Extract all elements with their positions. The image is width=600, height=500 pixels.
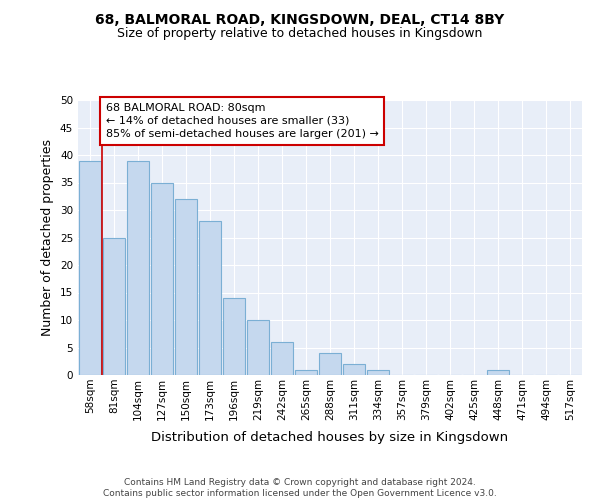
Bar: [271, 342, 293, 375]
X-axis label: Distribution of detached houses by size in Kingsdown: Distribution of detached houses by size …: [151, 431, 509, 444]
Bar: [199, 221, 221, 375]
Bar: [487, 370, 509, 375]
Bar: [127, 160, 149, 375]
Bar: [223, 298, 245, 375]
Text: Contains HM Land Registry data © Crown copyright and database right 2024.
Contai: Contains HM Land Registry data © Crown c…: [103, 478, 497, 498]
Bar: [247, 320, 269, 375]
Bar: [151, 182, 173, 375]
Text: Size of property relative to detached houses in Kingsdown: Size of property relative to detached ho…: [118, 28, 482, 40]
Bar: [343, 364, 365, 375]
Y-axis label: Number of detached properties: Number of detached properties: [41, 139, 55, 336]
Bar: [367, 370, 389, 375]
Text: 68, BALMORAL ROAD, KINGSDOWN, DEAL, CT14 8BY: 68, BALMORAL ROAD, KINGSDOWN, DEAL, CT14…: [95, 12, 505, 26]
Bar: [319, 353, 341, 375]
Bar: [79, 160, 101, 375]
Text: 68 BALMORAL ROAD: 80sqm
← 14% of detached houses are smaller (33)
85% of semi-de: 68 BALMORAL ROAD: 80sqm ← 14% of detache…: [106, 103, 379, 139]
Bar: [295, 370, 317, 375]
Bar: [175, 199, 197, 375]
Bar: [103, 238, 125, 375]
